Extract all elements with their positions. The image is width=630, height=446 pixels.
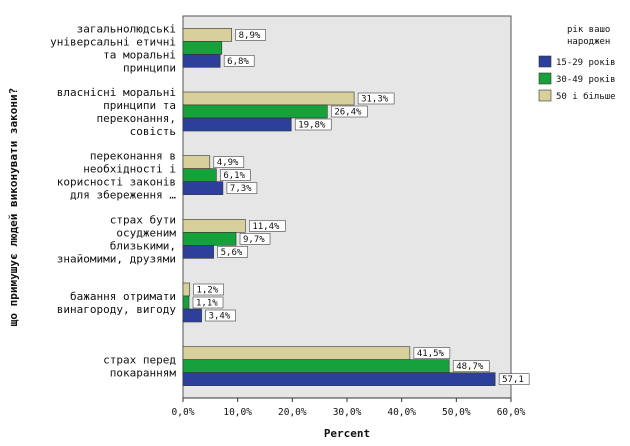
legend-title: рік вашо: [567, 25, 610, 35]
legend-swatch-1: [538, 55, 552, 68]
category-label: близькими,: [110, 239, 176, 252]
category-label: страх перед: [103, 354, 176, 367]
category-label: загальнолюдські: [77, 22, 176, 35]
data-label-box: [193, 283, 224, 296]
data-label-box: [217, 246, 248, 258]
data-label-box: [213, 156, 245, 168]
data-label: 6,8%: [227, 57, 249, 67]
data-label: 19,8%: [298, 121, 326, 131]
data-label-box: [220, 169, 251, 181]
bar-4-series-1: [182, 245, 214, 259]
bar-3-series-2: [182, 168, 217, 182]
bar-6-series-3: [182, 346, 411, 360]
bar-4-series-2: [182, 232, 237, 246]
category-label: винагороду, вигоду: [57, 303, 177, 316]
data-label-box: [192, 296, 224, 309]
bar-4-series-3: [182, 219, 246, 233]
legend-swatch-2: [538, 72, 552, 85]
data-label-box: [239, 233, 271, 245]
data-label: 48,7%: [456, 362, 484, 372]
data-label-box: [413, 347, 451, 359]
category-label: корисності законів: [57, 176, 176, 189]
category-label: переконання в: [90, 150, 176, 163]
category-label: власнісні моральні: [57, 86, 176, 99]
bar-2-series-3: [182, 91, 355, 106]
data-label-box: [498, 373, 530, 385]
category-label: покаранням: [110, 367, 177, 380]
data-label: 4,9%: [217, 158, 239, 168]
legend-swatch-3: [538, 89, 552, 102]
bar-1-series-2: [182, 41, 223, 55]
data-label: 8,9%: [239, 31, 261, 41]
bar-1-series-1: [182, 54, 221, 68]
category-label: універсальні етичні: [50, 35, 176, 48]
data-label-box: [294, 118, 332, 131]
data-label: 31,3%: [361, 95, 389, 105]
data-label-box: [249, 220, 286, 232]
data-label-box: [452, 360, 490, 372]
data-label: 6,1%: [223, 171, 245, 181]
bar-2-series-1: [182, 117, 292, 132]
x-tick-label: 20,0%: [278, 407, 307, 418]
category-label: совість: [130, 125, 176, 138]
x-tick-label: 50,0%: [442, 407, 471, 418]
x-tick-label: 60,0%: [497, 407, 526, 418]
category-label: та моральні: [103, 48, 176, 61]
data-label: 3,4%: [209, 312, 231, 322]
y-axis-title: що примушує людей виконувати закони?: [7, 88, 20, 326]
category-label: знайомими, друзями: [57, 252, 176, 265]
legend: рік вашо народжен 15-29 років 30-49 років 50…: [538, 25, 616, 102]
data-label-box: [235, 29, 266, 41]
bar-5-series-1: [182, 308, 202, 323]
data-label: 1,1%: [196, 299, 218, 309]
bar-1-series-3: [182, 28, 232, 42]
category-label: необхідності і: [83, 163, 176, 176]
category-label: бажання отримати: [70, 290, 176, 303]
category-label: принципи та: [103, 99, 176, 112]
data-label: 26,4%: [334, 108, 362, 118]
x-tick-label: 40,0%: [387, 407, 416, 418]
data-label: 41,5%: [417, 349, 445, 359]
category-label: осудженим: [116, 226, 176, 239]
data-label: 5,6%: [221, 248, 243, 258]
data-label: 1,2%: [197, 286, 219, 296]
legend-title: народжен: [567, 37, 610, 47]
data-label-box: [205, 309, 236, 322]
x-tick-label: 10,0%: [223, 407, 252, 418]
category-label: для збереження …: [70, 189, 176, 202]
plot-area: [182, 15, 512, 399]
x-tick-label: 30,0%: [333, 407, 362, 418]
x-tick-label: 0,0%: [172, 407, 195, 418]
legend-entry-3: 50 і більше: [556, 91, 616, 102]
bar-5-series-3: [182, 282, 190, 297]
bar-2-series-2: [182, 104, 328, 119]
category-label: страх бути: [110, 213, 176, 226]
bar-5-series-2: [182, 295, 190, 310]
bar-3-series-3: [182, 155, 211, 169]
data-label: 7,3%: [230, 184, 252, 194]
legend-entry-2: 30-49 років: [556, 75, 616, 85]
category-label: переконання,: [97, 112, 176, 125]
data-label-box: [223, 55, 255, 67]
legend-entry-1: 15-29 років: [556, 58, 616, 68]
data-label-box: [331, 105, 368, 118]
data-label-box: [357, 92, 395, 105]
x-axis-title: Percent: [324, 427, 370, 440]
data-label: 11,4%: [252, 222, 280, 232]
data-label-box: [226, 182, 258, 194]
data-label: 57,1: [502, 375, 524, 385]
bar-6-series-2: [182, 359, 450, 373]
category-label: принципи: [123, 61, 176, 74]
bar-6-series-1: [182, 372, 496, 386]
data-label: 9,7%: [243, 235, 265, 245]
bar-3-series-1: [182, 181, 224, 195]
